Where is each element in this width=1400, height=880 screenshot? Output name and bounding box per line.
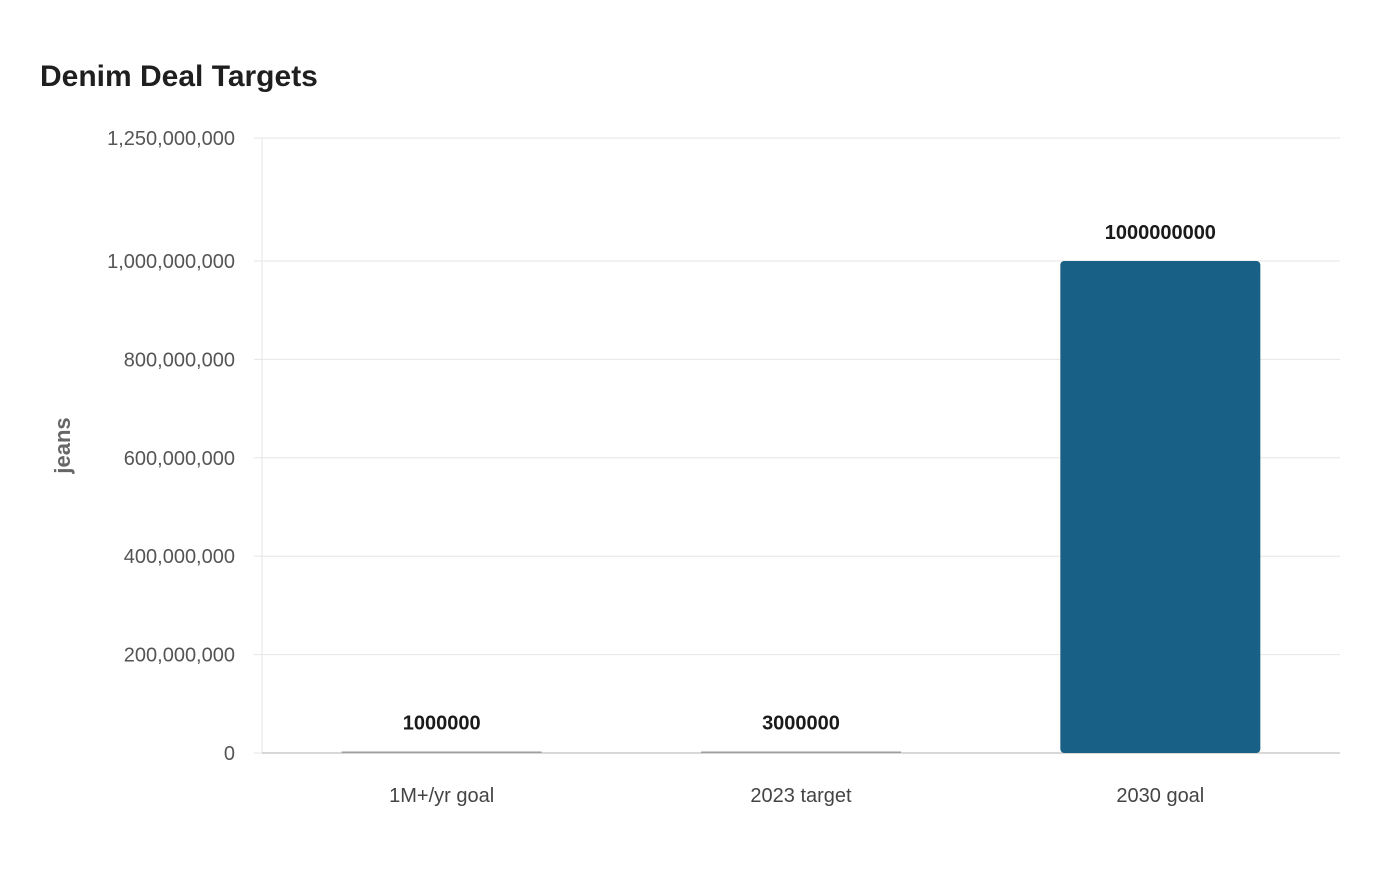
x-tick-label: 1M+/yr goal — [389, 785, 494, 807]
y-tick-label: 400,000,000 — [124, 546, 235, 568]
data-label: 3000000 — [762, 713, 840, 735]
y-tick-label: 800,000,000 — [124, 349, 235, 371]
y-tick-label: 0 — [224, 743, 235, 765]
y-axis-title: jeans — [50, 417, 75, 474]
bar — [1060, 261, 1261, 753]
data-label: 1000000000 — [1105, 222, 1216, 244]
bar — [701, 751, 901, 753]
y-tick-label: 600,000,000 — [124, 448, 235, 470]
y-tick-label: 200,000,000 — [124, 645, 235, 667]
data-label: 1000000 — [403, 713, 481, 735]
bars — [341, 261, 1261, 753]
bar — [341, 751, 542, 753]
x-tick-label: 2023 target — [750, 785, 852, 807]
chart-title: Denim Deal Targets — [40, 60, 318, 93]
x-tick-label: 2030 goal — [1116, 785, 1204, 807]
labels: 0 200,000,000 400,000,000 600,000,000 800,00… — [50, 128, 1216, 807]
y-tick-label: 1,250,000,000 — [107, 128, 235, 150]
gridlines — [262, 137, 1340, 656]
y-tick-label: 1,000,000,000 — [107, 251, 235, 273]
